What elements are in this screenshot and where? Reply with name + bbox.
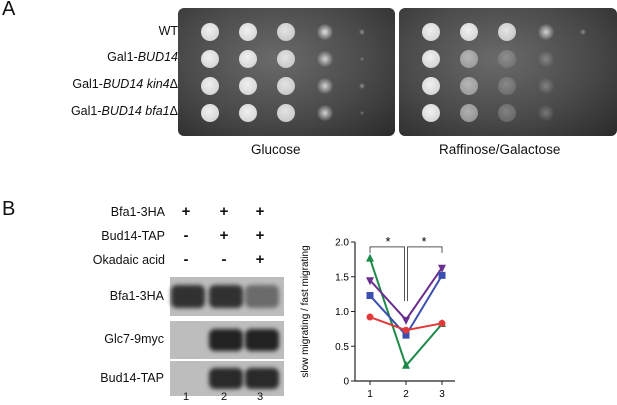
x-tick-label: 2 [403,389,409,400]
strain-label: WT [158,24,178,38]
y-tick-label: 2.0 [335,238,349,249]
condition-sign: + [181,203,191,220]
blot-band [171,284,205,309]
colony-spot [498,50,516,68]
condition-sign: + [219,203,229,220]
colony-spot [359,29,365,35]
colony-spot [239,23,257,41]
condition-sign: + [255,251,265,268]
blot-band [209,328,243,352]
colony-spot [422,104,440,122]
data-point [366,253,374,262]
colony-spot [277,23,295,41]
x-tick-label: 3 [439,389,445,400]
significance-star: * [385,234,390,249]
colony-spot [422,77,440,95]
colony-spot [538,51,554,67]
condition-label: Bud14-TAP [101,229,165,243]
colony-spot [317,105,333,121]
colony-spot [538,105,554,121]
panel-a-letter: A [2,0,16,20]
colony-spot [201,104,219,122]
glucose-label: Glucose [251,142,301,157]
colony-spot [460,104,478,122]
panel-b-letter: B [2,198,16,220]
blot-label: Glc7-9myc [104,332,164,346]
y-tick-label: 0.5 [335,342,349,353]
lane-number: 3 [257,391,264,403]
colony-spot [277,104,295,122]
colony-spot [239,104,257,122]
significance-bracket [369,246,405,302]
blot-label: Bfa1-3HA [109,288,164,303]
colony-spot [538,78,554,94]
colony-spot [201,77,219,95]
data-point [366,313,374,321]
y-tick-label: 1.0 [335,307,349,318]
data-point [366,277,374,286]
condition-sign: + [255,203,265,220]
colony-spot [460,77,478,95]
colony-spot [277,50,295,68]
raffinose-galactose-label: Raffinose/Galactose [439,142,561,157]
colony-spot [538,24,554,40]
colony-spot [498,77,516,95]
colony-spot [201,23,219,41]
lane-number: 1 [183,391,190,403]
blot-band [209,284,243,309]
condition-sign: - [183,227,189,244]
colony-spot [201,50,219,68]
colony-spot [498,23,516,41]
data-point [438,271,446,279]
blot-band [245,328,279,352]
y-axis-label: slow migrating / fast migrating [300,245,311,377]
ratio-chart: slow migrating / fast migrating 0 0.5 1.0 1.… [300,234,455,400]
colony-spot [317,51,333,67]
colony-spot [239,77,257,95]
colony-spot [359,110,365,116]
condition-sign: + [255,227,265,244]
condition-sign: - [221,251,227,268]
strain-label: Gal1-BUD14 kin4Δ [72,77,178,91]
colony-spot [317,24,333,40]
colony-spot [460,50,478,68]
colony-spot [359,56,365,62]
blot-label: Bud14-TAP [100,370,164,385]
colony-spot [359,83,365,89]
condition-sign: - [183,251,189,268]
data-point [402,360,410,369]
strain-label: Gal1-BUD14 [107,50,178,64]
lane-number: 2 [221,391,228,403]
series-line [369,258,443,368]
data-point [438,264,446,273]
colony-spot [239,50,257,68]
strain-label: Gal1-BUD14 bfa1Δ [70,104,178,118]
blot-band [245,368,279,389]
raffinose-galactose-plate [399,8,617,136]
colony-spot [317,78,333,94]
data-point [366,292,374,300]
colony-spot [422,23,440,41]
colony-spot [422,50,440,68]
condition-label: Bfa1-3HA [110,205,165,219]
condition-sign: + [219,227,229,244]
data-point [402,316,410,325]
data-point [438,319,446,327]
blot-band [245,284,279,309]
colony-spot [580,29,586,35]
colony-spot [498,104,516,122]
x-tick-label: 1 [367,389,373,400]
y-tick-label: 1.5 [335,272,349,283]
colony-spot [460,23,478,41]
data-point [402,331,410,339]
significance-star: * [421,234,426,249]
data-point [402,326,410,334]
y-tick-label: 0 [343,377,349,388]
blot-band [209,368,243,389]
condition-label: Okadaic acid [92,253,165,267]
significance-bracket [407,246,443,302]
colony-spot [277,77,295,95]
glucose-plate [178,8,395,136]
